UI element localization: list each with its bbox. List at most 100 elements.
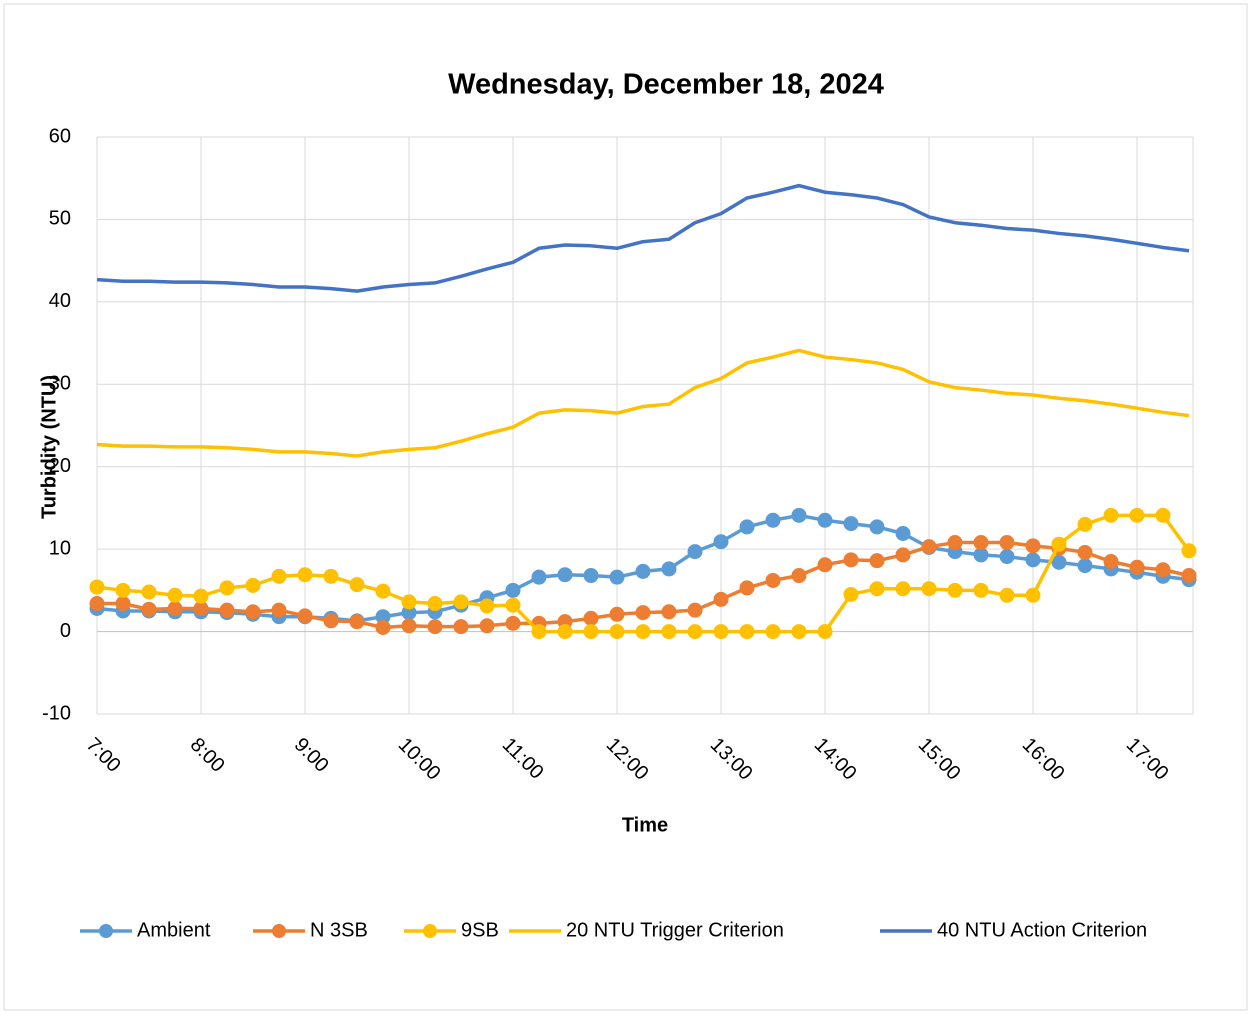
data-point (115, 582, 131, 598)
data-point (895, 547, 911, 563)
series-line (96, 183, 1190, 293)
data-point (843, 552, 859, 568)
y-tick-label: 50 (49, 208, 71, 230)
data-point (817, 512, 833, 528)
data-point (817, 624, 833, 640)
data-point (505, 582, 521, 598)
data-point (141, 584, 157, 600)
data-point (141, 601, 157, 617)
data-point (687, 544, 703, 560)
data-point (713, 624, 729, 640)
data-point (557, 624, 573, 640)
data-point (635, 605, 651, 621)
legend-marker (272, 924, 286, 938)
data-point (115, 596, 131, 612)
chart-title: Wednesday, December 18, 2024 (448, 69, 884, 101)
data-point (1129, 507, 1145, 523)
data-point (271, 568, 287, 584)
data-point (791, 507, 807, 523)
legend-label: 20 NTU Trigger Criterion (566, 919, 784, 941)
data-point (297, 608, 313, 624)
legend-label: 9SB (461, 919, 499, 941)
data-point (661, 624, 677, 640)
data-point (661, 561, 677, 577)
data-point (973, 582, 989, 598)
data-point (557, 567, 573, 583)
data-point (999, 549, 1015, 565)
data-point (1181, 568, 1197, 584)
legend-label: 40 NTU Action Criterion (937, 919, 1147, 941)
data-point (349, 614, 365, 630)
data-point (583, 610, 599, 626)
data-point (609, 606, 625, 622)
legend-marker (99, 924, 113, 938)
y-tick-label: 40 (49, 290, 71, 312)
data-point (323, 613, 339, 629)
data-point (791, 624, 807, 640)
data-point (167, 587, 183, 603)
data-point (1025, 587, 1041, 603)
data-point (765, 512, 781, 528)
series-line (96, 348, 1190, 458)
data-point (583, 624, 599, 640)
data-point (609, 569, 625, 585)
data-point (765, 624, 781, 640)
data-point (375, 583, 391, 599)
data-point (1181, 543, 1197, 559)
data-point (89, 579, 105, 595)
data-point (375, 619, 391, 635)
data-point (1103, 554, 1119, 570)
legend-label: N 3SB (310, 919, 368, 941)
data-point (947, 582, 963, 598)
chart-border (3, 3, 1248, 1011)
data-point (739, 624, 755, 640)
data-point (999, 587, 1015, 603)
data-point (271, 602, 287, 618)
data-point (1129, 559, 1145, 575)
data-point (219, 580, 235, 596)
data-point (999, 535, 1015, 551)
data-point (739, 580, 755, 596)
y-axis-title: Turbidity (NTU) (38, 375, 60, 519)
data-point (713, 591, 729, 607)
data-point (1077, 544, 1093, 560)
data-point (609, 624, 625, 640)
y-tick-label: 10 (49, 537, 71, 559)
data-point (193, 588, 209, 604)
data-point (1103, 507, 1119, 523)
data-point (869, 553, 885, 569)
data-point (427, 619, 443, 635)
data-point (687, 602, 703, 618)
data-point (323, 568, 339, 584)
data-point (687, 624, 703, 640)
data-point (583, 568, 599, 584)
data-point (973, 535, 989, 551)
data-point (635, 563, 651, 579)
data-point (167, 600, 183, 616)
x-axis-title: Time (622, 814, 668, 836)
data-point (1077, 558, 1093, 574)
data-point (1025, 538, 1041, 554)
data-point (869, 581, 885, 597)
data-point (817, 557, 833, 573)
data-point (531, 569, 547, 585)
data-point (713, 534, 729, 550)
data-point (1077, 516, 1093, 532)
data-point (635, 624, 651, 640)
data-point (739, 519, 755, 535)
data-point (401, 618, 417, 634)
data-point (531, 624, 547, 640)
data-point (843, 516, 859, 532)
data-point (219, 602, 235, 618)
data-point (843, 586, 859, 602)
data-point (505, 615, 521, 631)
data-point (297, 567, 313, 583)
data-point (505, 597, 521, 613)
data-point (427, 596, 443, 612)
y-tick-label: 20 (49, 455, 71, 477)
data-point (1155, 562, 1171, 578)
data-point (869, 519, 885, 535)
data-point (479, 598, 495, 614)
